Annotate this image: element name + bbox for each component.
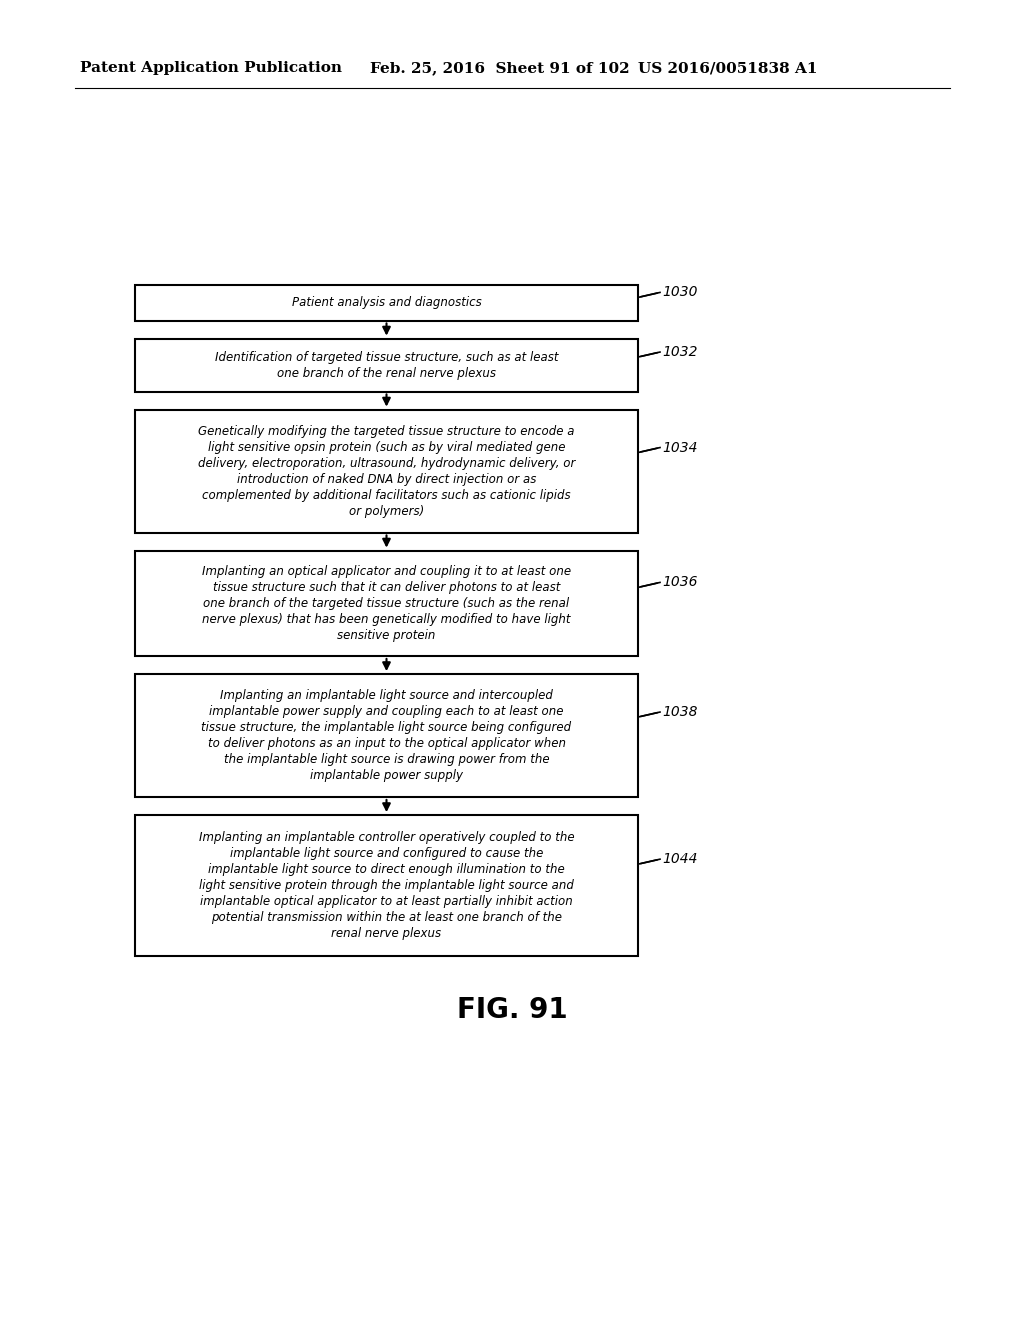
Text: Implanting an optical applicator and coupling it to at least one
tissue structur: Implanting an optical applicator and cou… xyxy=(202,565,571,642)
Text: 1036: 1036 xyxy=(662,576,697,590)
Bar xyxy=(135,550,638,656)
Text: Feb. 25, 2016  Sheet 91 of 102: Feb. 25, 2016 Sheet 91 of 102 xyxy=(370,61,630,75)
Bar xyxy=(135,675,638,797)
Text: Genetically modifying the targeted tissue structure to encode a
light sensitive : Genetically modifying the targeted tissu… xyxy=(198,425,575,517)
Text: US 2016/0051838 A1: US 2016/0051838 A1 xyxy=(638,61,817,75)
Text: Identification of targeted tissue structure, such as at least
one branch of the : Identification of targeted tissue struct… xyxy=(215,351,558,380)
Text: FIG. 91: FIG. 91 xyxy=(457,997,567,1024)
Text: Patent Application Publication: Patent Application Publication xyxy=(80,61,342,75)
Bar xyxy=(135,338,638,392)
Text: Implanting an implantable light source and intercoupled
implantable power supply: Implanting an implantable light source a… xyxy=(202,689,571,781)
Text: Implanting an implantable controller operatively coupled to the
implantable ligh: Implanting an implantable controller ope… xyxy=(199,830,574,940)
Text: 1034: 1034 xyxy=(662,441,697,454)
Text: 1038: 1038 xyxy=(662,705,697,719)
Text: 1044: 1044 xyxy=(662,853,697,866)
Text: 1030: 1030 xyxy=(662,285,697,300)
Bar xyxy=(135,285,638,321)
Bar xyxy=(135,814,638,956)
Text: Patient analysis and diagnostics: Patient analysis and diagnostics xyxy=(292,296,481,309)
Bar xyxy=(135,409,638,532)
Text: 1032: 1032 xyxy=(662,345,697,359)
